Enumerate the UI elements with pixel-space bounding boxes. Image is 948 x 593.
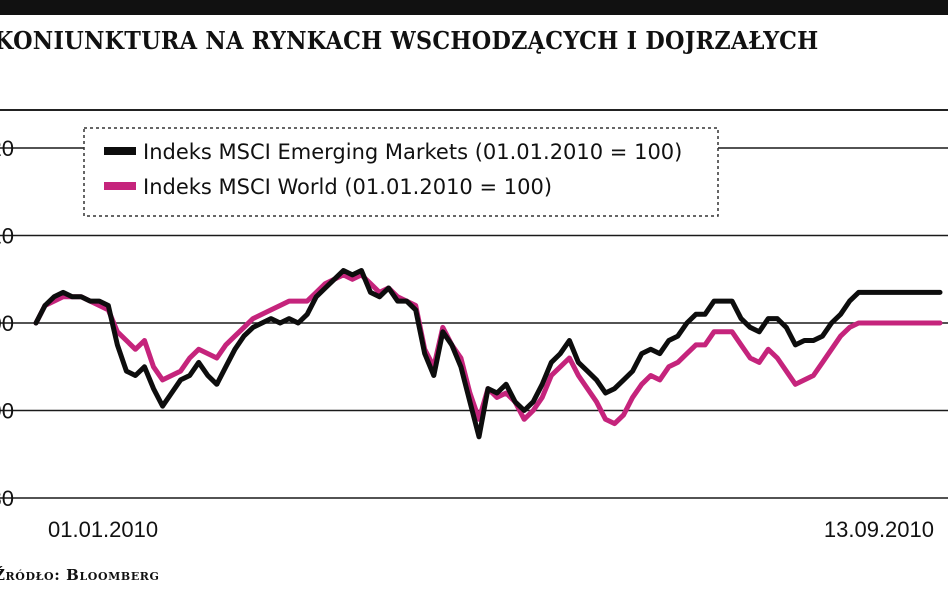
y-tick-label-110: 110 <box>0 224 14 249</box>
x-tick-label-end: 13.09.2010 <box>824 517 934 542</box>
series-lines <box>33 268 943 440</box>
y-tick-label-90: 90 <box>0 399 14 424</box>
legend: Indeks MSCI Emerging Markets (01.01.2010… <box>83 127 719 217</box>
y-tick-label-100: 100 <box>0 311 14 336</box>
x-axis-ticks: 01.01.2010 13.09.2010 <box>48 517 934 542</box>
y-axis-ticks: 120 110 100 90 80 <box>0 136 14 511</box>
legend-label-emerging: Indeks MSCI Emerging Markets (01.01.2010… <box>143 140 682 164</box>
y-tick-label-80: 80 <box>0 486 14 511</box>
x-tick-label-start: 01.01.2010 <box>48 517 158 542</box>
series-line-emerging-markets <box>33 268 943 440</box>
title-rule <box>0 109 948 111</box>
legend-label-world: Indeks MSCI World (01.01.2010 = 100) <box>143 175 552 199</box>
source-note: Źródło: Bloomberg <box>0 566 160 584</box>
y-tick-label-120: 120 <box>0 136 14 161</box>
top-bar <box>0 0 948 15</box>
legend-box <box>83 127 719 217</box>
chart-title: KONIUNKTURA NA RYNKACH WSCHODZĄCYCH I DO… <box>0 26 819 55</box>
